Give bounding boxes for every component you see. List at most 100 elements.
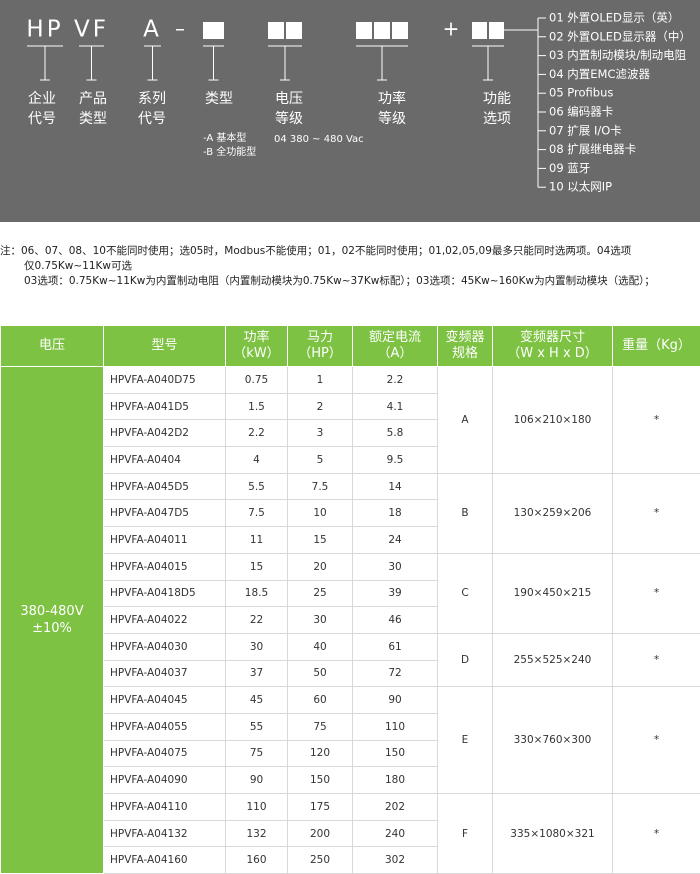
header-text: 额定电流 xyxy=(353,330,437,346)
option-text: 01 外置OLED显示（英） xyxy=(549,11,679,25)
value-cell: 75 xyxy=(226,740,288,767)
header-cell: 马力（HP） xyxy=(288,326,353,367)
size-cell: 255×525×240 xyxy=(493,633,613,686)
value-cell: 180 xyxy=(353,767,438,794)
model-cell: HPVFA-A0418D5 xyxy=(104,580,226,607)
value-cell: 0.75 xyxy=(226,367,288,394)
value-cell: 2.2 xyxy=(226,420,288,447)
segment-label: 类型 xyxy=(205,91,233,107)
code-box xyxy=(268,22,284,39)
value-cell: 61 xyxy=(353,633,438,660)
segment-label: 企业 xyxy=(28,90,56,107)
value-cell: 60 xyxy=(288,687,353,714)
model-code-banner: HP企业代号VF产品类型A系列代号类型电压等级功率等级功能选项–+-A 基本型-… xyxy=(0,0,700,222)
spec-cell: F xyxy=(438,794,493,874)
note-line: 注：06、07、08、10不能同时使用；选05时，Modbus不能使用；01，0… xyxy=(0,244,700,259)
spec-table: 电压型号功率（kW）马力（HP）额定电流（A）变频器规格变频器尺寸（W x H … xyxy=(0,325,700,874)
value-cell: 18.5 xyxy=(226,580,288,607)
code-box xyxy=(374,22,390,39)
size-cell: 106×210×180 xyxy=(493,367,613,474)
model-cell: HPVFA-A047D5 xyxy=(104,500,226,527)
code-box xyxy=(203,22,224,39)
value-cell: 200 xyxy=(288,820,353,847)
note-line: 03选项：0.75Kw~11Kw为内置制动电阻（内置制动模块为0.75Kw~37… xyxy=(0,274,700,289)
option-text: 04 内置EMC滤波器 xyxy=(549,67,651,81)
spec-cell: D xyxy=(438,633,493,686)
value-cell: 5 xyxy=(288,447,353,474)
option-text: 09 蓝牙 xyxy=(549,161,590,175)
value-cell: 302 xyxy=(353,847,438,874)
model-cell: HPVFA-A04011 xyxy=(104,527,226,554)
value-cell: 20 xyxy=(288,553,353,580)
header-text: （kW） xyxy=(226,346,287,362)
segment-label: 选项 xyxy=(483,111,511,127)
model-cell: HPVFA-A04030 xyxy=(104,633,226,660)
model-cell: HPVFA-A0404 xyxy=(104,447,226,474)
code-box xyxy=(286,22,302,39)
value-cell: 72 xyxy=(353,660,438,687)
value-cell: 9.5 xyxy=(353,447,438,474)
segment-label: 产品 xyxy=(79,91,107,107)
value-cell: 110 xyxy=(226,794,288,821)
header-cell: 电压 xyxy=(1,326,104,367)
note-line: 仅0.75Kw~11Kw可选 xyxy=(0,259,700,274)
segment-label: 系列 xyxy=(138,91,166,107)
header-cell: 重量（Kg） xyxy=(613,326,700,367)
value-cell: 1.5 xyxy=(226,393,288,420)
code-letters: VF xyxy=(74,17,109,43)
dash: – xyxy=(175,17,185,41)
segment-label: 等级 xyxy=(378,110,406,127)
model-cell: HPVFA-A04037 xyxy=(104,660,226,687)
header-text: 马力 xyxy=(288,330,352,346)
segment-label: 功能 xyxy=(483,91,511,107)
model-cell: HPVFA-A04022 xyxy=(104,607,226,634)
spec-cell: C xyxy=(438,553,493,633)
size-cell: 335×1080×321 xyxy=(493,794,613,874)
value-cell: 37 xyxy=(226,660,288,687)
value-cell: 160 xyxy=(226,847,288,874)
model-cell: HPVFA-A04075 xyxy=(104,740,226,767)
code-letters: A xyxy=(143,17,162,43)
size-cell: 130×259×206 xyxy=(493,473,613,553)
value-cell: 240 xyxy=(353,820,438,847)
value-cell: 5.5 xyxy=(226,473,288,500)
value-cell: 120 xyxy=(288,740,353,767)
model-cell: HPVFA-A045D5 xyxy=(104,473,226,500)
weight-cell: * xyxy=(613,367,700,474)
type-note: -B 全功能型 xyxy=(203,145,256,158)
weight-cell: * xyxy=(613,553,700,633)
spec-cell: B xyxy=(438,473,493,553)
plus: + xyxy=(443,17,460,41)
value-cell: 2.2 xyxy=(353,367,438,394)
header-text: （W x H x D） xyxy=(493,346,612,362)
segment-label: 电压 xyxy=(275,91,303,107)
model-cell: HPVFA-A042D2 xyxy=(104,420,226,447)
model-cell: HPVFA-A04132 xyxy=(104,820,226,847)
header-text: 重量（Kg） xyxy=(613,338,700,354)
value-cell: 3 xyxy=(288,420,353,447)
model-cell: HPVFA-A04160 xyxy=(104,847,226,874)
weight-cell: * xyxy=(613,473,700,553)
option-text: 06 编码器卡 xyxy=(549,105,613,119)
model-cell: HPVFA-A04110 xyxy=(104,794,226,821)
header-cell: 额定电流（A） xyxy=(353,326,438,367)
type-note: -A 基本型 xyxy=(203,131,246,144)
value-cell: 55 xyxy=(226,713,288,740)
value-cell: 15 xyxy=(226,553,288,580)
value-cell: 50 xyxy=(288,660,353,687)
code-box xyxy=(472,22,487,39)
model-cell: HPVFA-A04090 xyxy=(104,767,226,794)
value-cell: 14 xyxy=(353,473,438,500)
value-cell: 75 xyxy=(288,713,353,740)
option-text: 05 Profibus xyxy=(549,86,613,100)
option-text: 08 扩展继电器卡 xyxy=(549,142,636,156)
segment-label: 类型 xyxy=(79,111,107,127)
voltage-text: ±10% xyxy=(1,620,103,637)
weight-cell: * xyxy=(613,687,700,794)
value-cell: 4 xyxy=(226,447,288,474)
